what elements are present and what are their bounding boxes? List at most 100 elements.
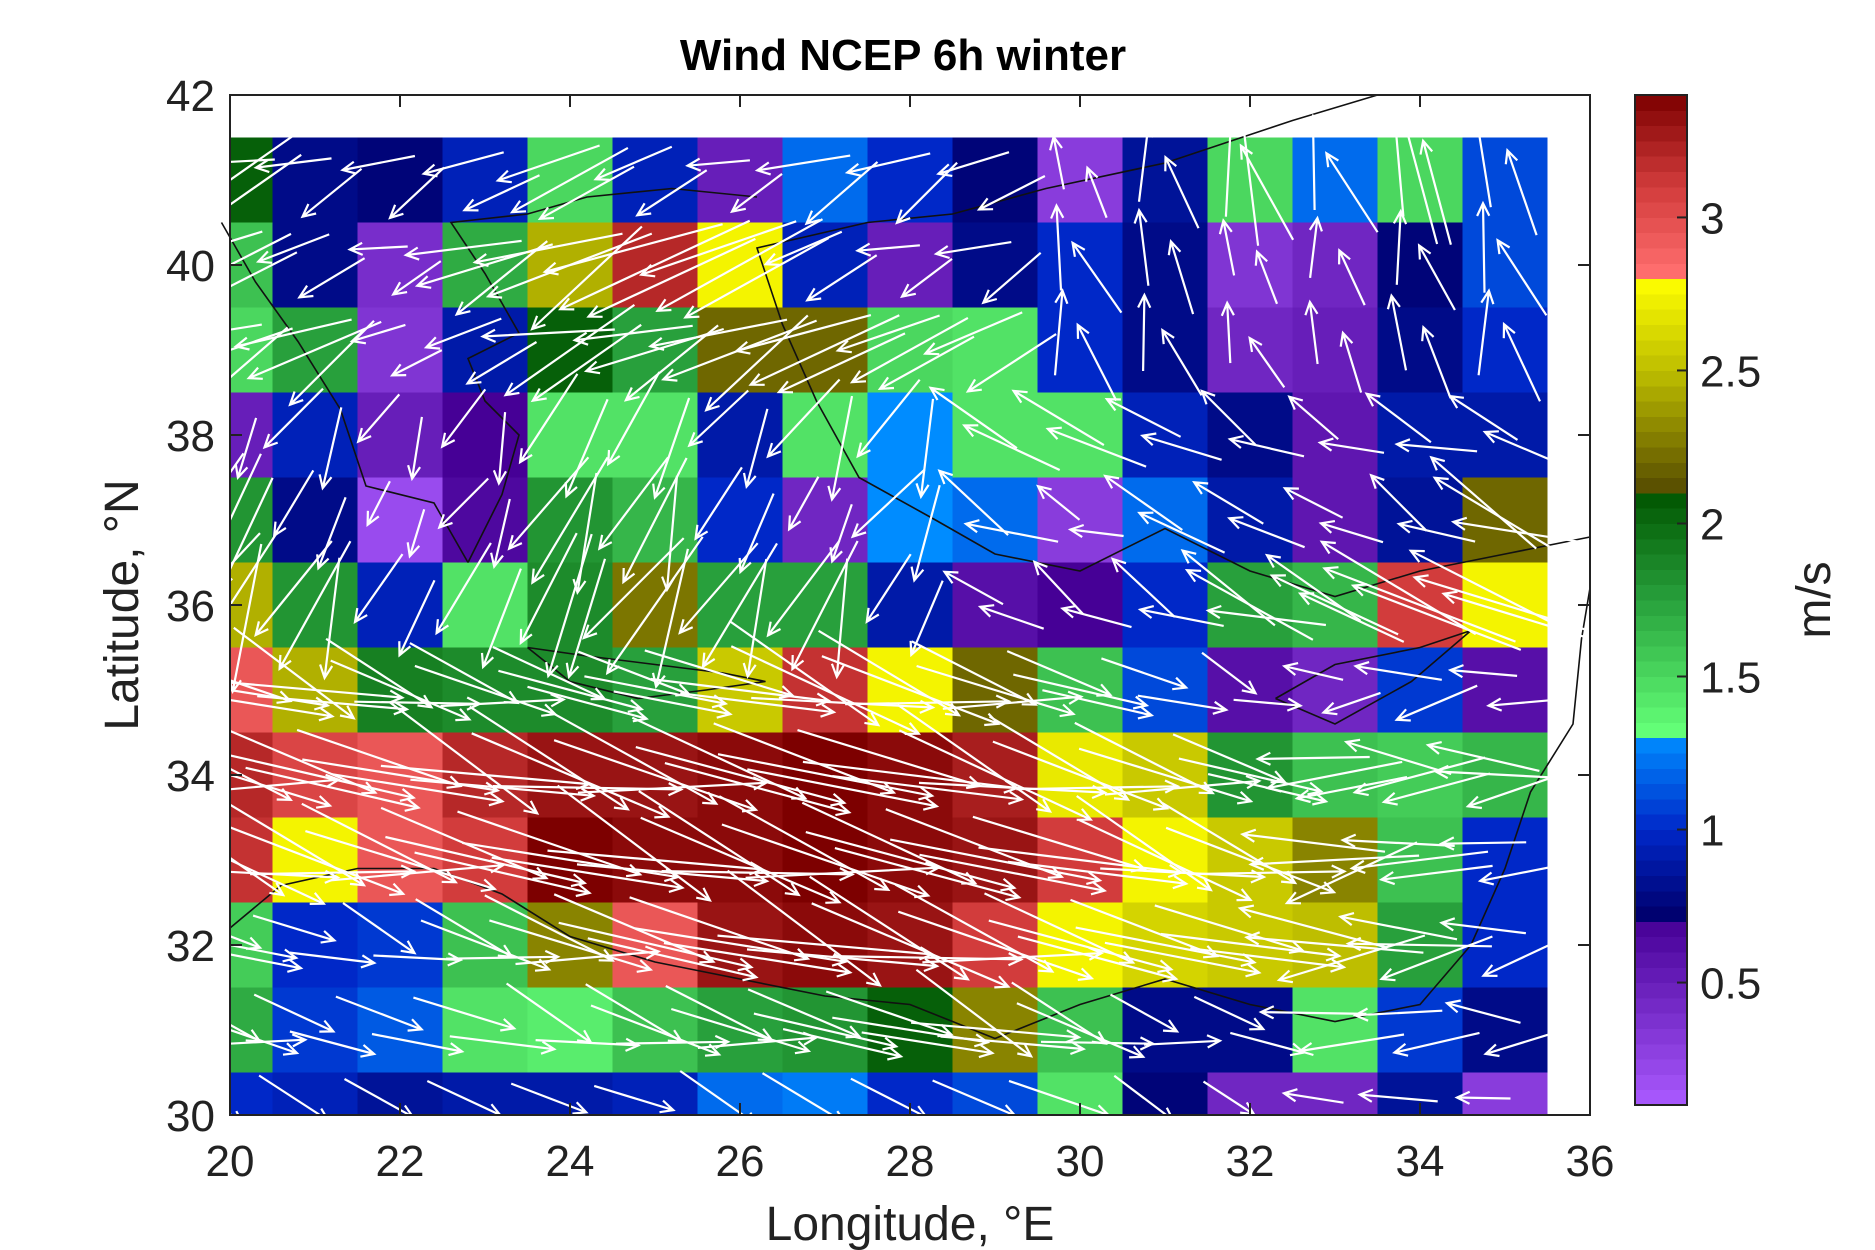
wind-arrow [1493,1122,1549,1138]
wind-arrow [911,1021,1082,1044]
x-tick-label: 26 [716,1137,765,1186]
speed-cell [230,817,273,903]
wind-arrow [1042,689,1155,720]
wind-arrow [509,146,629,214]
wind-arrow [542,223,723,276]
wind-arrow [1248,854,1420,871]
wind-arrow [192,946,304,973]
speed-cell [1462,1072,1548,1115]
wind-arrow [172,452,245,555]
wind-arrow [1343,738,1452,776]
wind-arrow [701,542,778,669]
wind-arrow [1017,935,1179,983]
colorbar-band [1635,1074,1687,1091]
wind-arrow [942,690,1084,710]
wind-arrow [410,778,597,802]
speed-cell [1462,222,1548,308]
wind-arrow [1369,473,1428,532]
speed-cell [1377,647,1463,733]
wind-arrow [1113,1074,1176,1122]
colorbar-band [1635,737,1687,754]
colorbar-band [1635,554,1687,570]
wind-arrow [909,580,944,658]
wind-arrow [805,254,878,302]
colorbar-band [1635,293,1687,310]
wind-arrow [335,995,424,1032]
speed-cell [952,307,1038,393]
wind-arrow [747,988,862,1039]
wind-arrow [638,790,801,897]
speed-cell [612,137,698,223]
wind-arrow [1233,697,1303,712]
wind-arrow [349,323,406,345]
colorbar-band [1635,1043,1687,1060]
speed-cell [1292,647,1378,733]
wind-arrow [515,945,662,966]
colorbar-band [1635,324,1687,341]
colorbar-band [1635,477,1687,494]
speed-cell [357,902,443,988]
wind-arrow [1060,604,1132,629]
wind-arrow [988,919,1174,974]
wind-arrow [635,746,847,807]
wind-arrow [385,835,588,888]
wind-arrow [278,540,352,672]
wind-arrow [489,919,654,973]
wind-arrow [835,314,940,354]
speed-cells [230,137,1548,1115]
wind-arrow [1145,1122,1222,1137]
wind-arrow [318,407,343,491]
colorbar-band [1635,401,1687,417]
wind-arrow [1477,288,1495,376]
wind-arrow [976,175,1046,211]
wind-arrow [194,251,298,305]
wind-arrow [1287,395,1339,441]
wind-arrow [1180,549,1276,627]
speed-cell [272,987,358,1073]
wind-arrow [253,157,332,174]
wind-arrow [1350,583,1522,651]
wind-arrow [1338,248,1366,306]
speed-cell [527,392,613,478]
speed-cell [1292,477,1378,563]
colorbar-band [1635,1089,1687,1106]
speed-cell [952,477,1038,563]
wind-arrow [1496,238,1548,316]
wind-arrow [1345,936,1492,952]
wind-arrow [754,154,851,176]
wind-arrow [694,466,743,541]
colorbar-band [1635,798,1687,815]
speed-cell [272,902,358,988]
wind-arrow [572,324,693,346]
speed-cell [1377,987,1463,1073]
x-axis-label: Longitude, °E [766,1198,1055,1250]
wind-arrow [742,558,768,679]
y-tick-label: 42 [166,72,215,121]
wind-arrow [1421,324,1452,399]
speed-cell [357,562,443,648]
wind-arrow [877,335,975,391]
wind-arrow [827,395,854,502]
colorbar-band [1635,232,1687,249]
speed-cell [1122,477,1208,563]
wind-arrow [245,766,421,812]
wind-arrow [519,532,578,646]
wind-arrow [670,1007,812,1055]
plot-area: 20 22 24 26 28 30 32 34 36 30 32 34 36 38 40 42 [126,72,1614,1186]
speed-cell [1122,1072,1208,1115]
wind-arrow [1218,218,1236,276]
wind-arrow [290,1121,376,1136]
wind-arrow [622,457,688,585]
wind-arrow [1429,455,1537,550]
speed-cell [1292,987,1378,1073]
speed-cell [1462,392,1548,478]
y-tick-label: 40 [166,242,215,291]
colorbar-band [1635,171,1687,188]
colorbar-band [1635,156,1687,173]
wind-arrow [1189,864,1347,879]
colorbar-band [1635,906,1687,922]
colorbar-band [1635,829,1687,846]
wind-arrow [1016,779,1181,794]
y-ticks: 30 32 34 36 38 40 42 [166,72,1590,1141]
wind-arrow [1353,661,1442,681]
